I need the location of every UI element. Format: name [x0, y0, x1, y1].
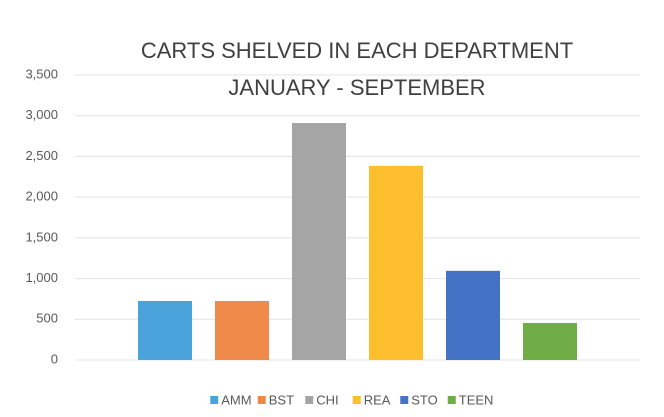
bar [523, 322, 577, 360]
legend-swatch [352, 396, 361, 404]
chart-title: CARTS SHELVED IN EACH DEPARTMENT [141, 38, 573, 63]
legend-label: BST [269, 392, 294, 407]
legend-swatch [210, 396, 219, 404]
legend-swatch [305, 396, 314, 404]
legend-swatch [447, 396, 456, 404]
y-tick-label: 2,000 [25, 189, 58, 204]
y-tick-label: 1,500 [25, 229, 58, 244]
y-tick-label: 500 [36, 311, 58, 326]
bar [446, 270, 500, 360]
bar [215, 300, 269, 360]
bar [292, 123, 346, 361]
y-tick-label: 3,000 [25, 107, 58, 122]
chart-subtitle: JANUARY - SEPTEMBER [228, 75, 485, 100]
legend-label: TEEN [459, 392, 494, 407]
y-tick-label: 2,500 [25, 148, 58, 163]
legend-label: AMM [221, 392, 251, 407]
legend-label: STO [411, 392, 438, 407]
legend-label: REA [364, 392, 391, 407]
bar [369, 165, 423, 360]
y-tick-label: 1,000 [25, 270, 58, 285]
y-tick-label: 0 [51, 351, 58, 366]
y-tick-label: 3,500 [25, 66, 58, 81]
legend-swatch [257, 396, 266, 404]
legend-label: CHI [316, 392, 338, 407]
legend-swatch [400, 396, 409, 404]
bar [138, 300, 192, 360]
